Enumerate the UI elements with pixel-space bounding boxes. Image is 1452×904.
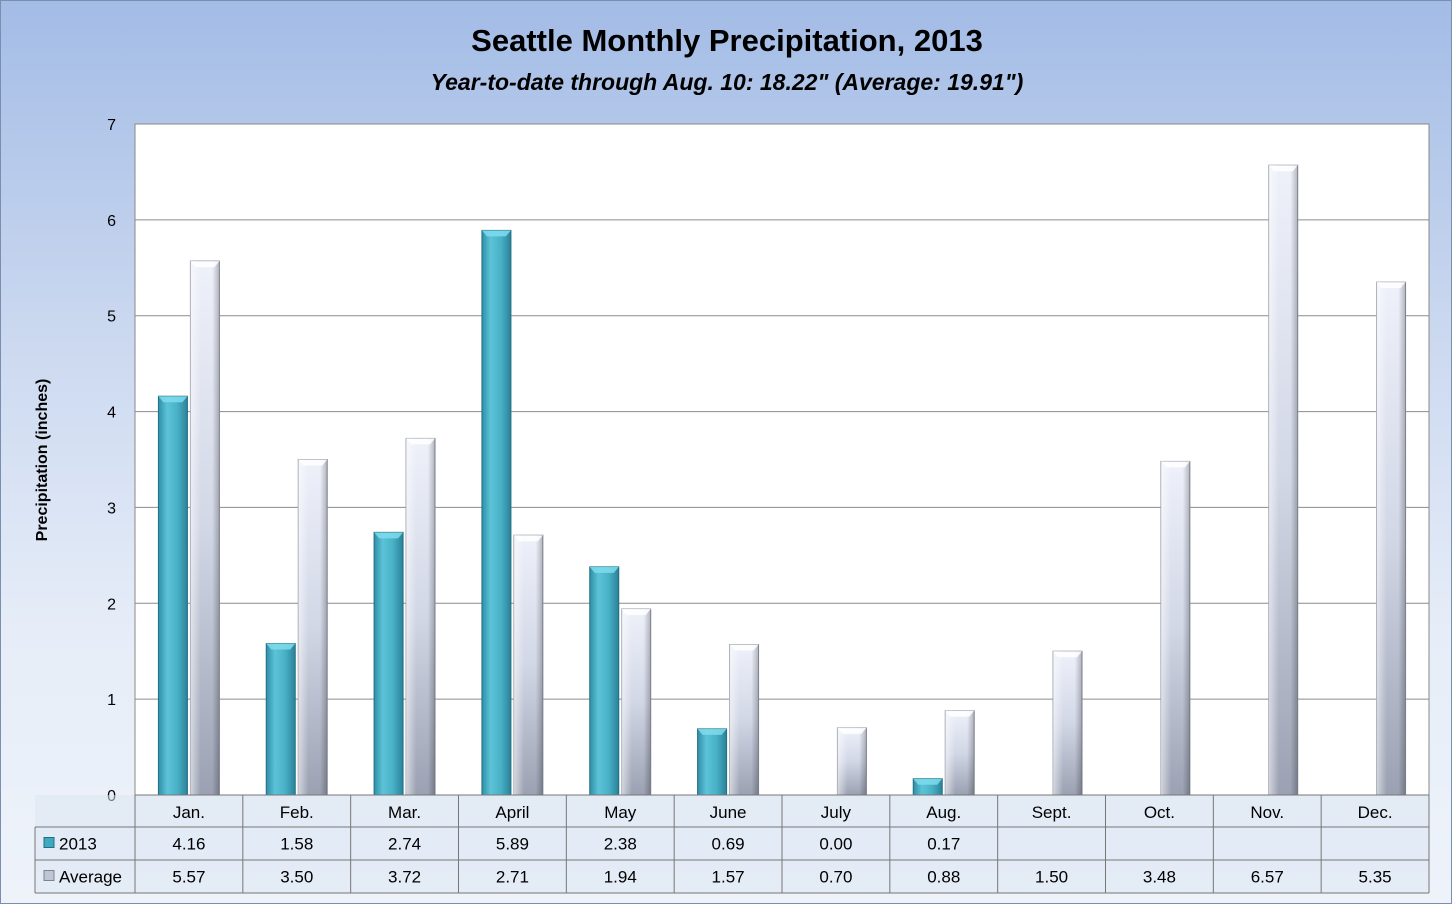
legend-key-average [43, 870, 55, 881]
y-tick-label: 2 [107, 596, 116, 613]
table-cell: 1.50 [1035, 868, 1068, 887]
category-label: Dec. [1358, 803, 1393, 822]
data-table [35, 795, 1429, 893]
table-cell: 3.48 [1143, 868, 1176, 887]
bar-average [944, 710, 975, 796]
category-label: Sept. [1032, 803, 1072, 822]
y-tick-label: 3 [107, 500, 116, 517]
table-cell: 0.70 [819, 868, 852, 887]
bar-2013 [589, 566, 620, 796]
category-label: Jan. [173, 803, 205, 822]
bar-average [513, 534, 544, 796]
chart-title: Seattle Monthly Precipitation, 2013 [471, 23, 983, 58]
table-cell: 5.35 [1359, 868, 1392, 887]
legend-label: 2013 [59, 835, 97, 854]
table-cell: 6.57 [1251, 868, 1284, 887]
bar-average [1052, 650, 1083, 796]
legend-key-2013 [43, 837, 55, 848]
table-cell: 4.16 [172, 835, 205, 854]
table-cell: 0.00 [819, 835, 852, 854]
table-cell: 0.88 [927, 868, 960, 887]
category-label: May [604, 803, 637, 822]
bar-average [1160, 460, 1191, 796]
table-cell: 5.89 [496, 835, 529, 854]
bar-average [297, 459, 328, 796]
bar-average [621, 608, 652, 796]
category-label: Feb. [280, 803, 314, 822]
category-label: Oct. [1144, 803, 1175, 822]
plot-area [134, 123, 1430, 796]
y-tick-label: 6 [107, 213, 116, 230]
bar-average [1376, 281, 1407, 796]
y-tick-label: 5 [107, 309, 116, 326]
bar-2013 [157, 395, 188, 796]
bar-average [836, 727, 867, 796]
legend-label: Average [59, 868, 122, 887]
y-axis-label: Precipitation (inches) [34, 379, 51, 542]
bar-2013 [697, 728, 728, 796]
table-cell: 3.50 [280, 868, 313, 887]
table-cell: 2.71 [496, 868, 529, 887]
bar-average [405, 437, 436, 796]
category-label: Nov. [1250, 803, 1284, 822]
bar-average [189, 260, 220, 796]
table-cell: 2.74 [388, 835, 421, 854]
category-label: Aug. [926, 803, 961, 822]
table-cell: 1.58 [280, 835, 313, 854]
bar-2013 [481, 229, 512, 796]
table-cell: 0.69 [712, 835, 745, 854]
table-cell: 3.72 [388, 868, 421, 887]
chart-subtitle: Year-to-date through Aug. 10: 18.22" (Av… [430, 69, 1024, 95]
category-label: April [495, 803, 529, 822]
category-label: Mar. [388, 803, 421, 822]
table-cell: 5.57 [172, 868, 205, 887]
bar-2013 [373, 531, 404, 796]
bar-2013 [912, 778, 943, 796]
category-label: July [821, 803, 852, 822]
category-label: June [710, 803, 747, 822]
y-tick-label: 4 [107, 405, 116, 422]
y-tick-label: 7 [107, 117, 116, 134]
table-cell: 2.38 [604, 835, 637, 854]
bar-average [1268, 164, 1299, 796]
y-tick-label: 1 [107, 692, 116, 709]
table-cell: 0.17 [927, 835, 960, 854]
bar-2013 [265, 643, 296, 796]
table-cell: 1.57 [712, 868, 745, 887]
table-cell: 1.94 [604, 868, 637, 887]
bar-average [729, 644, 760, 796]
